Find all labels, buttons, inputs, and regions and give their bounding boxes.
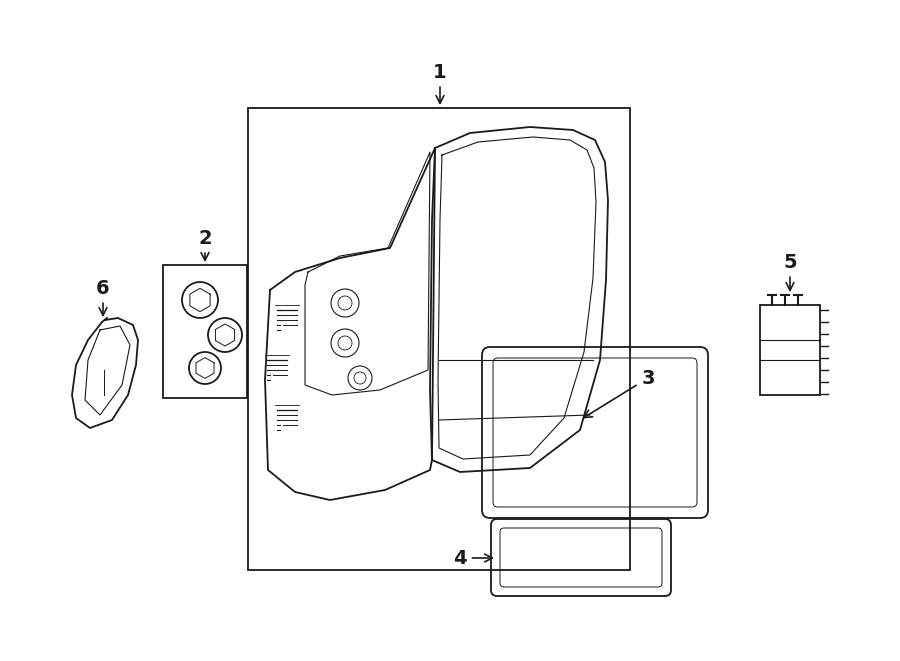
Text: 5: 5	[783, 253, 796, 290]
Text: 3: 3	[584, 368, 655, 418]
Text: 2: 2	[198, 229, 212, 260]
Text: 1: 1	[433, 63, 446, 103]
Text: 4: 4	[454, 549, 492, 568]
Text: 6: 6	[96, 278, 110, 315]
Bar	[248, 108, 630, 570]
Bar	[163, 265, 247, 398]
Bar	[760, 305, 820, 395]
